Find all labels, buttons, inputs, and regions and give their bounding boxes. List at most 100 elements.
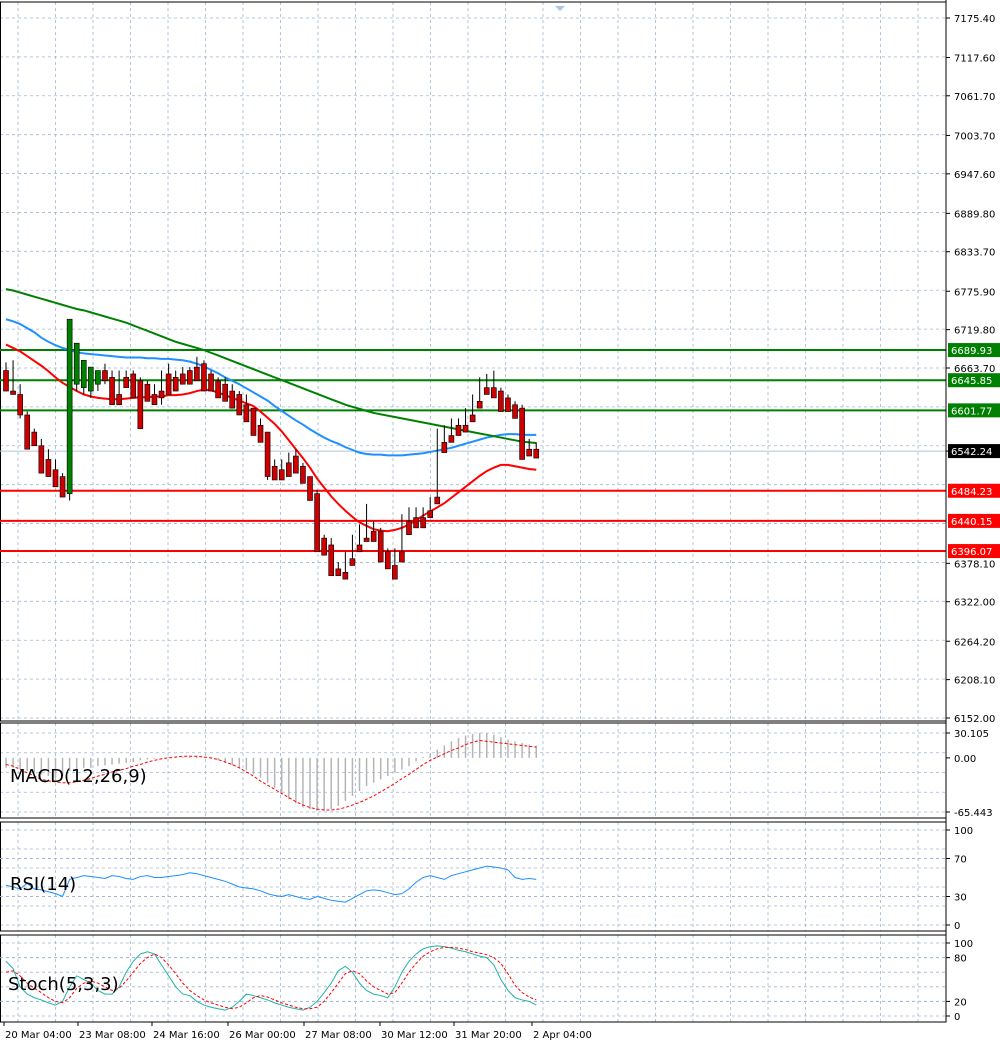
y-tick-label: 7061.70: [954, 92, 995, 103]
rsi-y-tick-label: 70: [954, 855, 967, 866]
candle-body: [229, 390, 236, 409]
candle-body: [377, 530, 384, 563]
candle-body: [533, 448, 540, 459]
candle-body: [59, 476, 66, 498]
candle-body: [10, 390, 16, 395]
level-label: 6396.07: [951, 547, 992, 558]
x-tick-label: 30 Mar 12:00: [381, 1030, 448, 1041]
y-tick-label: 6322.00: [954, 598, 995, 609]
candle-body: [455, 424, 462, 436]
candle-body: [45, 459, 52, 477]
level-label-box: [948, 544, 1000, 559]
candles: [3, 318, 540, 580]
moving-average-line: [5, 288, 537, 445]
macd-y-tick-label: 0.00: [954, 754, 976, 765]
stoch-y-tick-label: 80: [954, 954, 967, 965]
candle-body: [208, 373, 214, 392]
rsi-y-tick-label: 100: [954, 826, 973, 837]
candle-body: [222, 383, 228, 402]
candle-body: [144, 383, 151, 402]
candle-body: [491, 387, 497, 399]
candle-body: [243, 404, 250, 423]
candle-body: [123, 377, 129, 388]
x-tick-label: 20 Mar 04:00: [5, 1030, 72, 1041]
x-tick-label: 31 Mar 20:00: [455, 1030, 522, 1041]
candle-body: [512, 404, 518, 419]
y-tick-label: 6152.00: [954, 714, 995, 725]
y-tick-label: 6208.10: [954, 676, 995, 687]
candle-body: [158, 390, 165, 399]
y-tick-label: 6719.80: [954, 326, 995, 337]
candle-body: [137, 380, 144, 429]
stoch-signal-line: [5, 946, 537, 1010]
candle-body: [349, 558, 356, 566]
level-label: 6601.77: [951, 406, 992, 417]
candle-body: [24, 414, 31, 450]
stoch-label: Stoch(5,3,3): [8, 974, 119, 995]
candle-body: [420, 517, 426, 529]
candle-body: [413, 517, 419, 529]
rsi-y-tick-label: 0: [954, 921, 960, 932]
candle-body: [73, 342, 80, 385]
moving-average-line: [5, 343, 537, 533]
macd-y-tick-label: 30.105: [954, 729, 989, 740]
y-tick-label: 6947.60: [954, 170, 995, 181]
candle-body: [406, 520, 412, 535]
current-price-label: 6542.24: [951, 447, 992, 458]
candle-body: [293, 455, 299, 474]
level-label: 6484.23: [951, 487, 992, 498]
candle-body: [448, 435, 455, 443]
y-tick-label: 6775.90: [954, 287, 995, 298]
candle-body: [469, 414, 476, 423]
candle-body: [399, 551, 405, 563]
candle-body: [130, 373, 137, 399]
candle-body: [236, 394, 243, 416]
level-label: 6440.15: [951, 517, 992, 528]
x-tick-label: 23 Mar 08:00: [79, 1030, 146, 1041]
moving-average-line: [5, 318, 537, 457]
level-label-box: [948, 513, 1000, 528]
rsi-line: [5, 865, 537, 903]
candle-body: [363, 537, 370, 542]
level-label-box: [948, 343, 1000, 358]
candle-body: [342, 572, 349, 580]
candle-body: [441, 442, 448, 453]
candle-body: [38, 445, 45, 474]
level-label-box: [948, 483, 1000, 498]
candle-body: [285, 462, 292, 477]
candle-body: [3, 370, 9, 392]
candle-body: [52, 469, 59, 488]
candle-body: [434, 496, 441, 505]
candle-body: [356, 544, 363, 553]
y-tick-label: 6264.20: [954, 637, 995, 648]
candle-body: [264, 431, 271, 477]
candle-body: [278, 469, 285, 481]
candle-body: [17, 394, 23, 416]
level-label-box: [948, 403, 1000, 418]
candle-body: [314, 493, 320, 553]
rsi-label: RSI(14): [10, 874, 76, 895]
candle-body: [109, 377, 115, 406]
candle-body: [271, 465, 278, 481]
y-tick-label: 7117.60: [954, 54, 995, 65]
candle-body: [519, 407, 525, 460]
candle-body: [179, 373, 186, 385]
stoch-y-tick-label: 100: [954, 939, 973, 950]
macd-label: MACD(12,26,9): [10, 766, 147, 787]
candle-body: [384, 551, 391, 570]
stoch-y-tick-label: 0: [954, 1012, 960, 1023]
candle-body: [300, 465, 306, 484]
candle-body: [321, 537, 327, 556]
candle-body: [427, 510, 434, 518]
candle-body: [498, 390, 504, 412]
candle-body: [335, 568, 342, 577]
candle-body: [165, 373, 172, 395]
candle-body: [172, 377, 179, 392]
candle-body: [187, 370, 193, 385]
y-tick-label: 6663.70: [954, 364, 995, 375]
y-tick-label: 7003.70: [954, 131, 995, 142]
candle-body: [102, 370, 108, 382]
macd-signal-line: [5, 740, 537, 811]
candle-body: [116, 394, 122, 406]
x-tick-label: 24 Mar 16:00: [153, 1030, 220, 1041]
